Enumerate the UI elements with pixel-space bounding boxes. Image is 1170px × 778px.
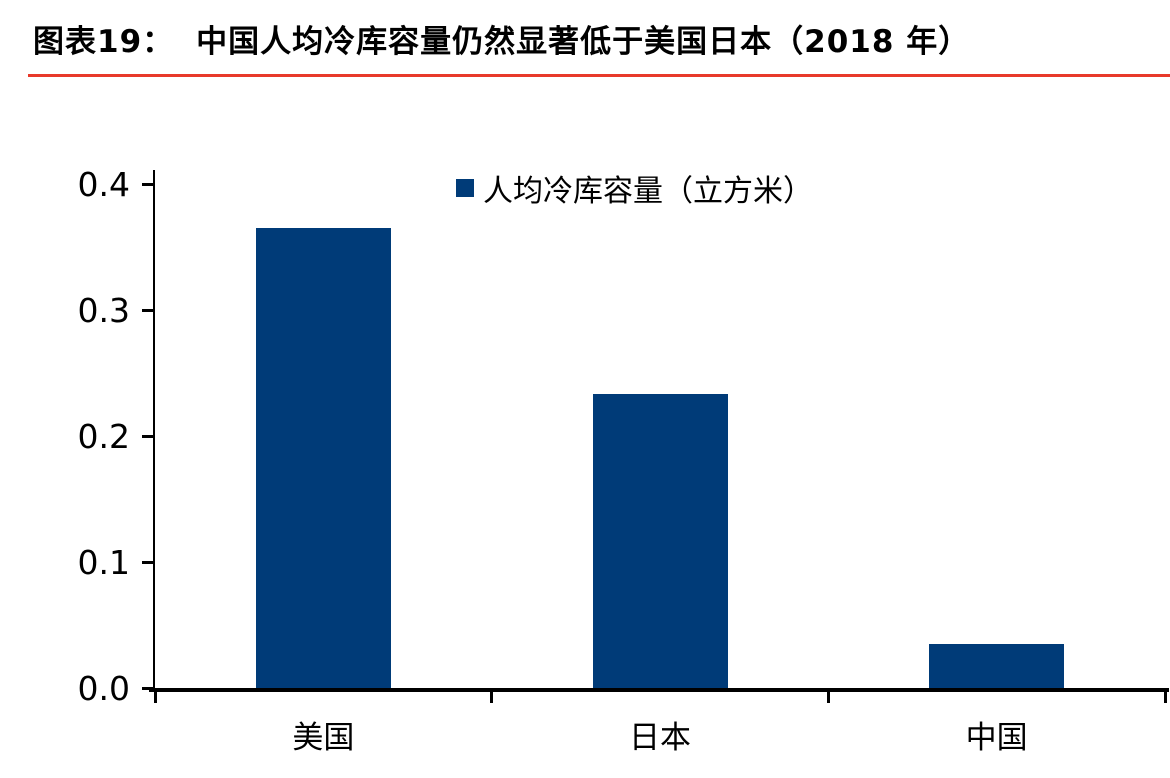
legend-series-label: 人均冷库容量（立方米） — [483, 174, 813, 209]
x-category-label: 中国 — [965, 720, 1028, 756]
x-axis-line — [149, 688, 1169, 692]
chart-legend: 人均冷库容量（立方米） — [456, 166, 813, 210]
bar-美国 — [255, 228, 391, 688]
y-tick-mark — [142, 308, 153, 312]
y-tick-mark — [142, 686, 153, 690]
bar-中国 — [929, 643, 1065, 688]
y-axis-line — [153, 170, 155, 690]
x-tick-mark — [490, 690, 494, 703]
x-tick-mark — [826, 690, 830, 703]
y-tick-label: 0.1 — [77, 543, 130, 582]
legend-swatch-icon — [456, 179, 474, 197]
y-tick-mark — [142, 182, 153, 186]
figure-title: 中国人均冷库容量仍然显著低于美国日本（2018 年） — [196, 24, 971, 60]
bar-日本 — [592, 394, 728, 688]
x-tick-mark — [153, 690, 157, 703]
y-tick-label: 0.3 — [77, 291, 130, 330]
x-category-label: 美国 — [292, 720, 355, 756]
figure-header: 图表19： 中国人均冷库容量仍然显著低于美国日本（2018 年） — [33, 16, 970, 61]
figure-label: 图表19： — [33, 24, 175, 60]
y-tick-label: 0.0 — [77, 669, 130, 708]
x-tick-mark — [1163, 690, 1167, 703]
y-tick-label: 0.2 — [77, 417, 130, 456]
title-divider-line — [28, 74, 1170, 77]
y-tick-label: 0.4 — [77, 165, 130, 204]
x-category-label: 日本 — [628, 720, 691, 756]
plot-area: 0.0 0.1 0.2 0.3 0.4 — [78, 168, 1169, 705]
y-tick-mark — [142, 434, 153, 438]
y-tick-mark — [142, 560, 153, 564]
